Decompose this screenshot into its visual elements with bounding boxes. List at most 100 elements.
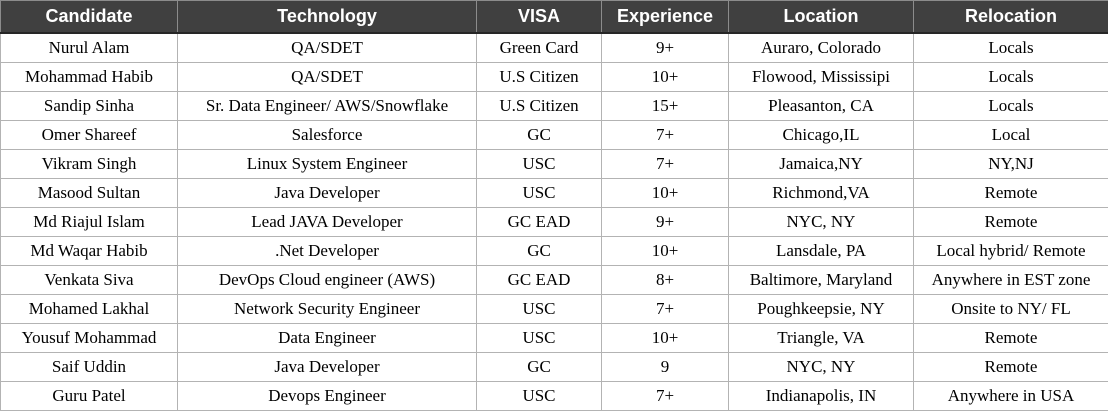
column-header-location: Location (729, 1, 914, 34)
location-cell: Flowood, Mississipi (729, 63, 914, 92)
technology-cell: .Net Developer (178, 237, 477, 266)
location-cell: Poughkeepsie, NY (729, 295, 914, 324)
visa-cell: USC (477, 324, 602, 353)
candidate-cell: Omer Shareef (1, 121, 178, 150)
experience-cell: 10+ (602, 63, 729, 92)
experience-cell: 15+ (602, 92, 729, 121)
candidate-cell: Guru Patel (1, 382, 178, 411)
technology-cell: Data Engineer (178, 324, 477, 353)
location-cell: Indianapolis, IN (729, 382, 914, 411)
visa-cell: USC (477, 382, 602, 411)
location-cell: NYC, NY (729, 208, 914, 237)
technology-cell: Java Developer (178, 179, 477, 208)
technology-cell: DevOps Cloud engineer (AWS) (178, 266, 477, 295)
visa-cell: Green Card (477, 33, 602, 63)
visa-cell: GC EAD (477, 208, 602, 237)
relocation-cell: NY,NJ (914, 150, 1108, 179)
experience-cell: 9+ (602, 208, 729, 237)
relocation-cell: Remote (914, 208, 1108, 237)
location-cell: Baltimore, Maryland (729, 266, 914, 295)
candidate-cell: Md Riajul Islam (1, 208, 178, 237)
technology-cell: Salesforce (178, 121, 477, 150)
candidate-cell: Sandip Sinha (1, 92, 178, 121)
location-cell: NYC, NY (729, 353, 914, 382)
relocation-cell: Locals (914, 33, 1108, 63)
visa-cell: GC (477, 121, 602, 150)
visa-cell: USC (477, 150, 602, 179)
candidate-cell: Vikram Singh (1, 150, 178, 179)
candidate-cell: Nurul Alam (1, 33, 178, 63)
location-cell: Auraro, Colorado (729, 33, 914, 63)
visa-cell: GC (477, 353, 602, 382)
visa-cell: USC (477, 295, 602, 324)
location-cell: Pleasanton, CA (729, 92, 914, 121)
location-cell: Chicago,IL (729, 121, 914, 150)
experience-cell: 8+ (602, 266, 729, 295)
experience-cell: 7+ (602, 295, 729, 324)
experience-cell: 7+ (602, 121, 729, 150)
technology-cell: Devops Engineer (178, 382, 477, 411)
visa-cell: GC EAD (477, 266, 602, 295)
relocation-cell: Local hybrid/ Remote (914, 237, 1108, 266)
column-header-relocation: Relocation (914, 1, 1108, 34)
relocation-cell: Local (914, 121, 1108, 150)
technology-cell: QA/SDET (178, 33, 477, 63)
visa-cell: U.S Citizen (477, 63, 602, 92)
relocation-cell: Remote (914, 179, 1108, 208)
relocation-cell: Anywhere in EST zone (914, 266, 1108, 295)
column-header-candidate: Candidate (1, 1, 178, 34)
technology-cell: Linux System Engineer (178, 150, 477, 179)
column-header-technology: Technology (178, 1, 477, 34)
relocation-cell: Locals (914, 92, 1108, 121)
technology-cell: Sr. Data Engineer/ AWS/Snowflake (178, 92, 477, 121)
table-header-row: Candidate Technology VISA Experience Loc… (1, 1, 1108, 34)
experience-cell: 7+ (602, 150, 729, 179)
experience-cell: 7+ (602, 382, 729, 411)
visa-cell: U.S Citizen (477, 92, 602, 121)
location-cell: Richmond,VA (729, 179, 914, 208)
column-header-visa: VISA (477, 1, 602, 34)
location-cell: Triangle, VA (729, 324, 914, 353)
experience-cell: 10+ (602, 324, 729, 353)
candidate-cell: Masood Sultan (1, 179, 178, 208)
technology-cell: QA/SDET (178, 63, 477, 92)
relocation-cell: Remote (914, 324, 1108, 353)
relocation-cell: Remote (914, 353, 1108, 382)
technology-cell: Network Security Engineer (178, 295, 477, 324)
relocation-cell: Locals (914, 63, 1108, 92)
candidate-cell: Mohamed Lakhal (1, 295, 178, 324)
column-header-experience: Experience (602, 1, 729, 34)
location-cell: Lansdale, PA (729, 237, 914, 266)
experience-cell: 10+ (602, 237, 729, 266)
visa-cell: USC (477, 179, 602, 208)
experience-cell: 9 (602, 353, 729, 382)
experience-cell: 9+ (602, 33, 729, 63)
candidate-cell: Md Waqar Habib (1, 237, 178, 266)
relocation-cell: Anywhere in USA (914, 382, 1108, 411)
technology-cell: Lead JAVA Developer (178, 208, 477, 237)
location-cell: Jamaica,NY (729, 150, 914, 179)
experience-cell: 10+ (602, 179, 729, 208)
candidate-cell: Yousuf Mohammad (1, 324, 178, 353)
candidate-cell: Saif Uddin (1, 353, 178, 382)
candidate-cell: Mohammad Habib (1, 63, 178, 92)
candidate-cell: Venkata Siva (1, 266, 178, 295)
visa-cell: GC (477, 237, 602, 266)
technology-cell: Java Developer (178, 353, 477, 382)
relocation-cell: Onsite to NY/ FL (914, 295, 1108, 324)
